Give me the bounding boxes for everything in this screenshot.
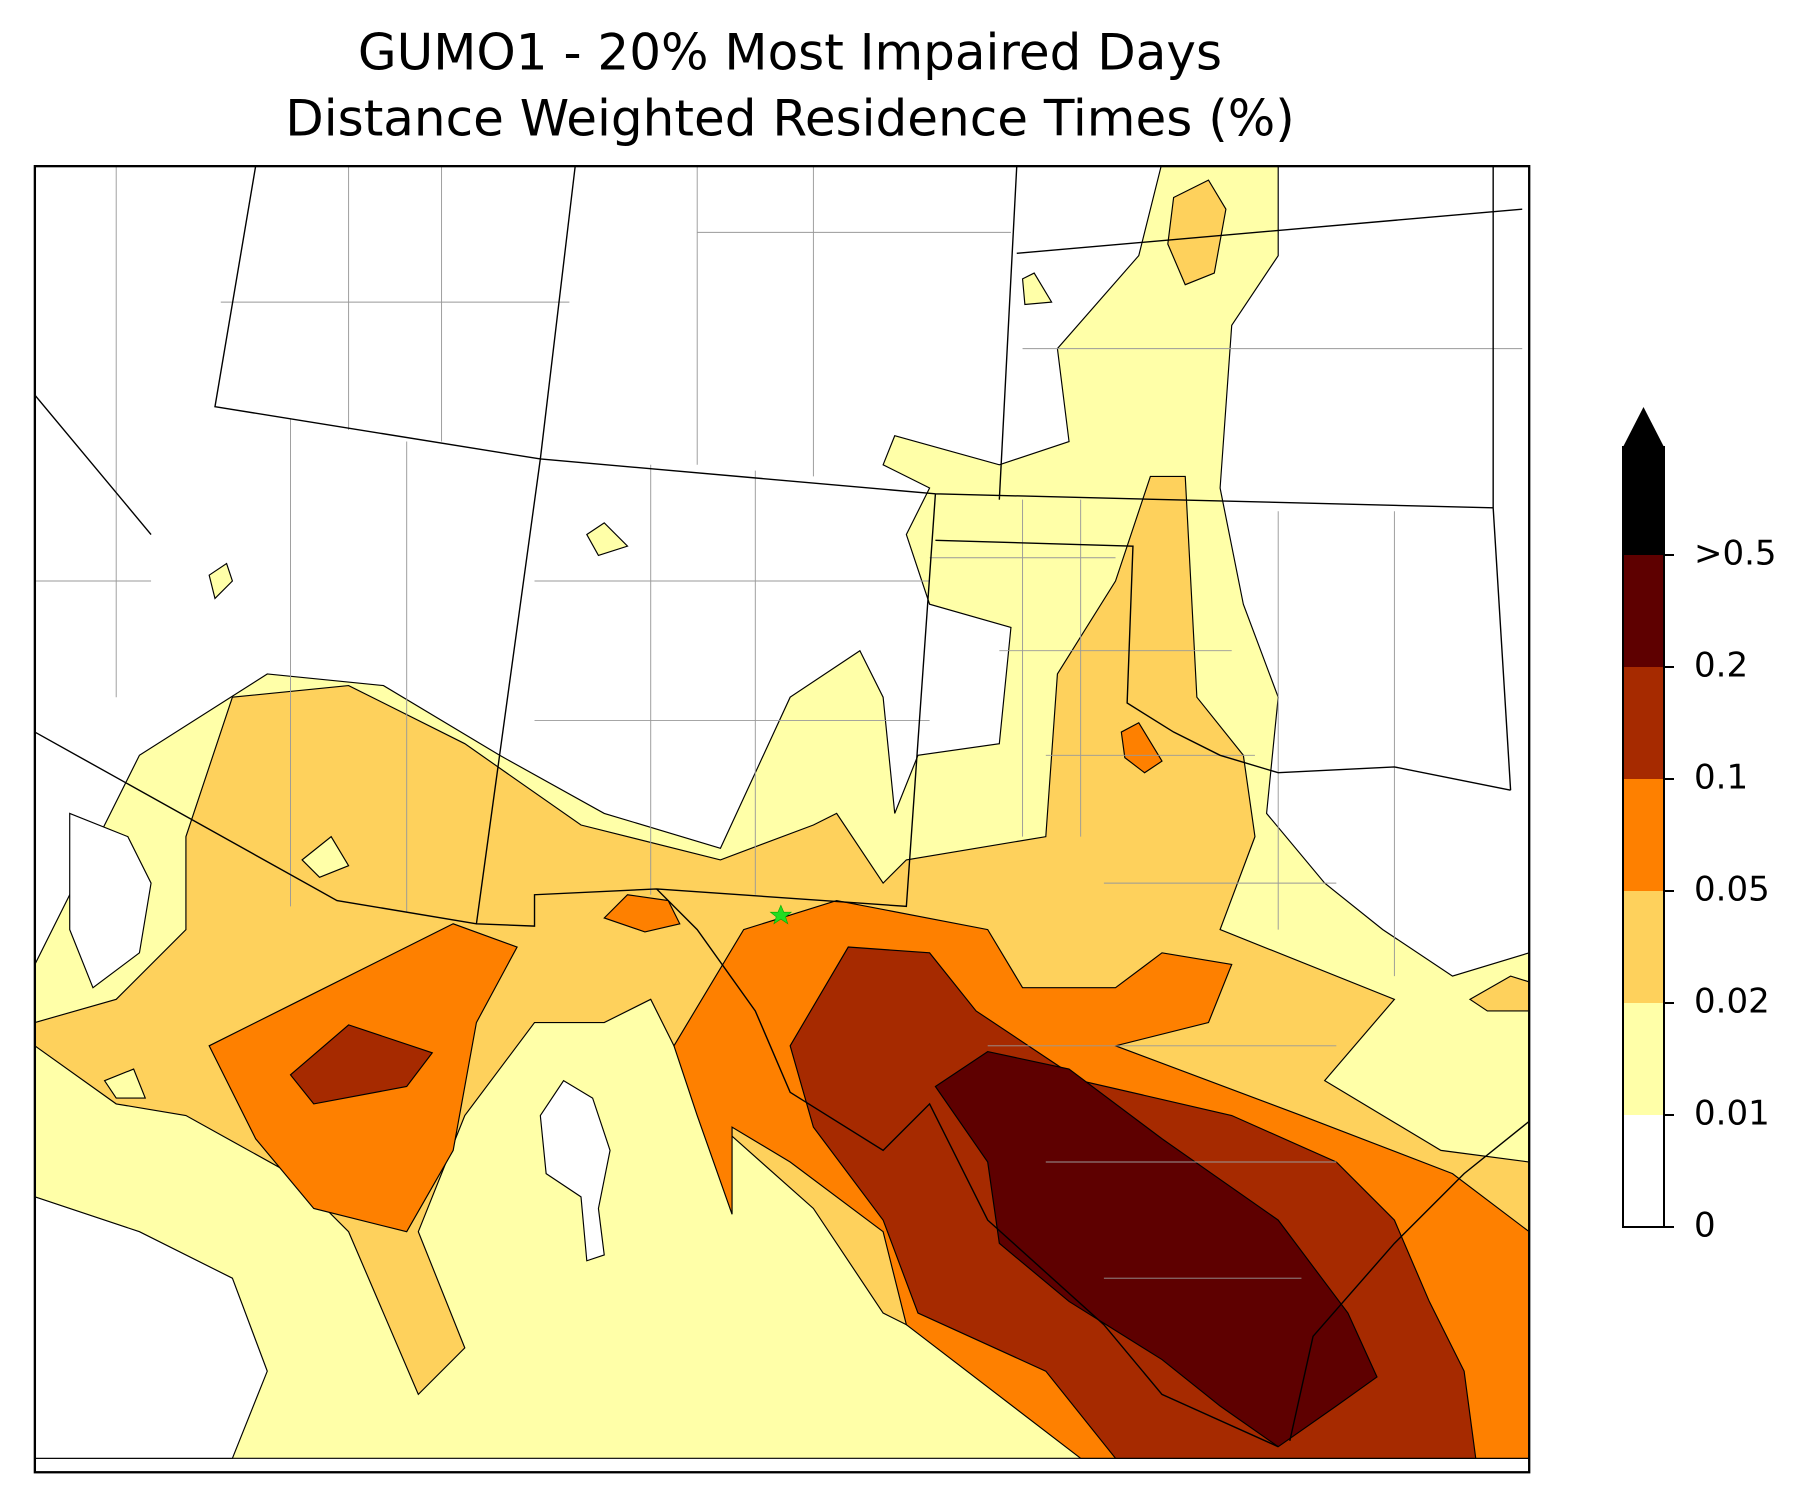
contour-region — [289, 1024, 434, 1105]
colorbar-label: 0.01 — [1694, 1094, 1770, 1134]
contour-region — [208, 721, 1163, 1233]
colorbar-label: >0.5 — [1694, 534, 1777, 574]
colorbar-label: 0.02 — [1694, 982, 1770, 1022]
colorbar-bin — [1623, 1003, 1664, 1115]
map-frame — [33, 165, 1531, 1474]
colorbar-bin — [1623, 891, 1664, 1003]
contour-region — [934, 1050, 1378, 1448]
colorbar-extension — [1623, 407, 1664, 555]
colorbar-label: 0.2 — [1694, 646, 1748, 686]
contour-region — [208, 272, 1053, 600]
colorbar-label: 0.05 — [1694, 870, 1770, 910]
colorbar-frame — [1622, 446, 1665, 1228]
map — [33, 165, 1531, 1474]
contour-region — [103, 835, 350, 1099]
colorbar-bin — [1623, 667, 1664, 779]
title-line: Distance Weighted Residence Times (%) — [285, 90, 1294, 148]
colorbar-bin — [1623, 779, 1664, 891]
colorbar-label: 0 — [1694, 1206, 1716, 1246]
site-marker — [769, 904, 793, 925]
colorbar-bin — [1623, 555, 1664, 667]
colorbar-label: 0.1 — [1694, 758, 1748, 798]
colorbar-bin — [1623, 1115, 1664, 1227]
colorbar: 0 0.01 0.02 0.05 0.1 0.2 >0.5 — [1622, 407, 1777, 1246]
contour-region — [34, 812, 611, 1459]
contour-region — [1167, 179, 1530, 1012]
state-lines — [34, 166, 1530, 1448]
county-lines — [34, 166, 1523, 1279]
title-line: GUMO1 - 20% Most Impaired Days — [358, 24, 1222, 82]
